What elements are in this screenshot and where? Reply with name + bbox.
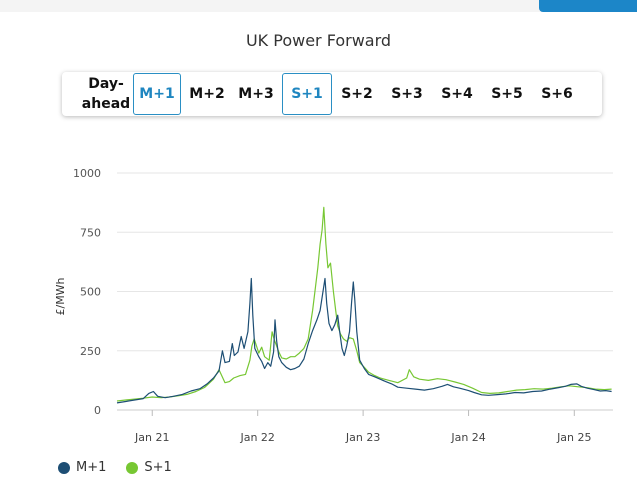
page-title: UK Power Forward: [245, 31, 392, 50]
legend-item-m1[interactable]: M+1: [58, 460, 106, 475]
legend-label-m1: M+1: [76, 460, 107, 475]
tab-s6[interactable]: S+6: [541, 86, 573, 102]
legend-marker-m1: [58, 461, 70, 474]
y-tick-label: 750: [80, 226, 101, 239]
tab-s2[interactable]: S+2: [341, 86, 373, 102]
y-tick-label: 0: [94, 404, 101, 417]
legend-marker-s1: [126, 461, 139, 474]
y-axis-label: £/MWh: [54, 277, 67, 315]
tab-day-ahead[interactable]: Day- ahead: [81, 76, 131, 112]
legend-item-s1[interactable]: S+1: [126, 460, 172, 475]
tab-s4[interactable]: S+4: [441, 86, 473, 102]
y-tick-label: 1000: [73, 167, 101, 180]
series-line-m1[interactable]: [116, 277, 612, 404]
y-tick-label: 500: [80, 286, 101, 299]
tab-s1[interactable]: S+1: [282, 73, 332, 115]
period-tab-bar: Day- ahead M+1 M+2 M+3 S+1 S+2 S+3 S+4 S…: [62, 72, 602, 116]
chart-legend: M+1 S+1: [58, 460, 192, 475]
corner-action-button[interactable]: [539, 0, 637, 12]
tab-m2[interactable]: M+2: [189, 86, 225, 102]
x-tick-label: Jan 23: [345, 431, 380, 444]
tab-m1[interactable]: M+1: [133, 73, 181, 115]
x-tick-label: Jan 24: [450, 431, 485, 444]
legend-label-s1: S+1: [144, 460, 172, 475]
tab-s5[interactable]: S+5: [491, 86, 523, 102]
x-tick-label: Jan 22: [239, 431, 274, 444]
tab-m3[interactable]: M+3: [238, 86, 274, 102]
price-line-chart: 0 250 500 750 1000 Jan 21 Jan 22 Jan 23 Jan 24 Ja…: [54, 167, 613, 444]
x-tick-label: Jan 21: [134, 431, 169, 444]
tab-s3[interactable]: S+3: [391, 86, 423, 102]
y-tick-label: 250: [80, 345, 101, 358]
x-tick-label: Jan 25: [556, 431, 591, 444]
series-line-s1[interactable]: [116, 206, 612, 402]
top-strip: [0, 0, 637, 12]
